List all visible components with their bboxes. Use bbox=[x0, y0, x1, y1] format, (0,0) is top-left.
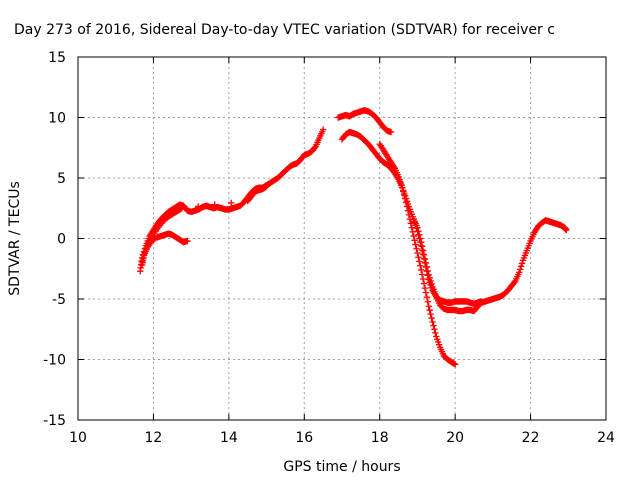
data-point bbox=[417, 238, 424, 246]
data-point bbox=[141, 248, 149, 255]
data-point bbox=[432, 329, 439, 337]
data-point bbox=[511, 278, 518, 286]
data-point bbox=[423, 267, 431, 275]
data-point bbox=[422, 289, 430, 296]
data-point bbox=[418, 246, 426, 254]
y-tick-label: 15 bbox=[48, 50, 66, 66]
data-point bbox=[211, 201, 218, 208]
data-point bbox=[427, 310, 434, 318]
data-point bbox=[404, 207, 412, 214]
data-point bbox=[411, 237, 418, 244]
data-point bbox=[228, 199, 235, 207]
y-tick-label: -5 bbox=[52, 292, 66, 308]
data-point bbox=[415, 254, 422, 261]
data-point bbox=[178, 205, 185, 212]
data-point bbox=[184, 237, 191, 245]
data-point bbox=[400, 188, 407, 195]
data-point bbox=[402, 199, 410, 206]
data-point bbox=[431, 326, 438, 333]
data-point bbox=[140, 251, 148, 259]
data-point bbox=[414, 228, 421, 235]
data-point bbox=[420, 255, 428, 262]
data-point bbox=[399, 184, 406, 191]
data-point bbox=[429, 318, 436, 326]
x-tick-label: 22 bbox=[522, 430, 540, 446]
data-point bbox=[421, 259, 429, 266]
y-tick-label: -10 bbox=[43, 353, 66, 369]
data-point bbox=[319, 126, 327, 133]
data-point bbox=[419, 251, 427, 258]
data-point bbox=[263, 183, 270, 190]
data-point bbox=[517, 266, 524, 273]
x-tick-label: 18 bbox=[371, 430, 389, 446]
data-point bbox=[424, 272, 431, 279]
data-point bbox=[405, 211, 413, 219]
data-point bbox=[428, 314, 435, 322]
data-point bbox=[413, 245, 420, 252]
data-point bbox=[403, 203, 411, 210]
data-point bbox=[401, 191, 408, 199]
data-point bbox=[418, 271, 426, 278]
data-point bbox=[563, 226, 570, 234]
data-point bbox=[413, 225, 420, 232]
data-point bbox=[139, 254, 147, 262]
y-tick-label: 0 bbox=[57, 232, 66, 248]
data-points bbox=[137, 107, 570, 368]
x-tick-label: 24 bbox=[597, 430, 615, 446]
y-tick-label: -15 bbox=[43, 413, 66, 429]
axis-ticks: 10 12 14 16 18 20 22 24 -15 -10 -5 0 5 10 15 bbox=[43, 50, 615, 446]
data-point bbox=[422, 263, 430, 271]
x-axis-label: GPS time / hours bbox=[283, 459, 400, 475]
data-point bbox=[410, 232, 417, 240]
x-tick-label: 16 bbox=[295, 430, 313, 446]
data-point bbox=[414, 249, 421, 257]
data-point bbox=[421, 284, 429, 292]
x-tick-label: 10 bbox=[69, 430, 87, 446]
data-point bbox=[419, 275, 427, 283]
chart-title: Day 273 of 2016, Sidereal Day-to-day VTE… bbox=[14, 22, 555, 38]
data-point bbox=[407, 220, 415, 227]
x-tick-label: 12 bbox=[145, 430, 163, 446]
data-point bbox=[451, 361, 459, 368]
x-tick-label: 20 bbox=[446, 430, 464, 446]
data-point bbox=[412, 221, 419, 229]
y-tick-label: 5 bbox=[57, 171, 66, 187]
data-point bbox=[478, 298, 485, 305]
data-point bbox=[387, 128, 395, 136]
data-point bbox=[410, 215, 417, 223]
data-point bbox=[311, 144, 318, 151]
data-point bbox=[518, 260, 526, 267]
grid bbox=[78, 57, 606, 420]
data-point bbox=[416, 258, 423, 265]
data-point bbox=[418, 242, 425, 249]
data-point bbox=[517, 263, 525, 270]
data-point bbox=[417, 262, 424, 269]
data-point bbox=[423, 293, 431, 301]
data-point bbox=[425, 303, 432, 310]
data-point bbox=[420, 280, 428, 287]
y-tick-label: 10 bbox=[48, 111, 66, 127]
data-point bbox=[412, 241, 419, 248]
data-point bbox=[516, 269, 523, 276]
data-point bbox=[416, 235, 423, 242]
plot-frame bbox=[77, 56, 607, 421]
data-point bbox=[401, 195, 409, 202]
data-point bbox=[195, 203, 202, 210]
x-tick-label: 14 bbox=[220, 430, 238, 446]
data-point bbox=[415, 231, 422, 239]
y-axis-label: SDTVAR / TECUs bbox=[7, 181, 23, 296]
data-point bbox=[138, 258, 146, 265]
data-point bbox=[411, 218, 418, 226]
data-point bbox=[424, 298, 431, 305]
data-point bbox=[418, 266, 425, 274]
data-point bbox=[426, 306, 433, 314]
data-point bbox=[430, 322, 437, 329]
